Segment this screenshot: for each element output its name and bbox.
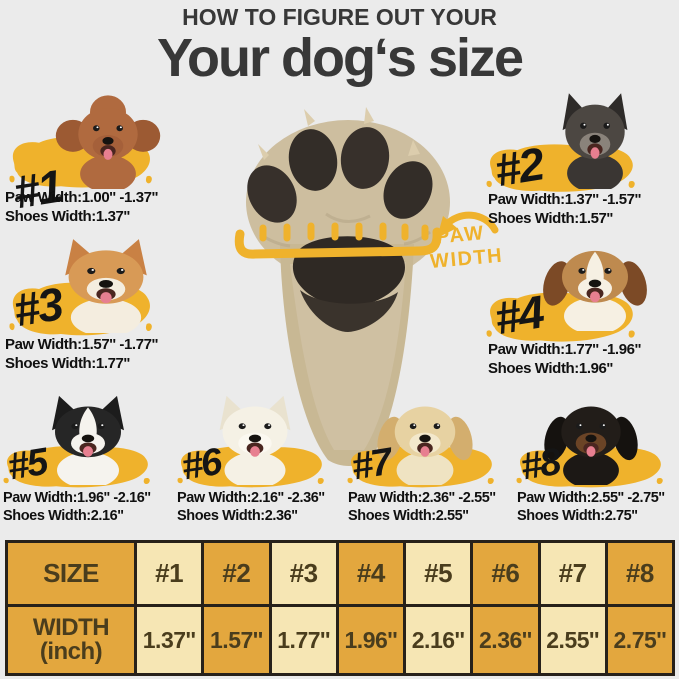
dog-photo-rottweiler	[537, 391, 645, 489]
table-width-5: 2.16''	[406, 607, 471, 673]
width-label-line2: (inch)	[39, 638, 103, 665]
size-spec: Paw Width:2.55'' -2.75'' Shoes Width:2.7…	[517, 489, 665, 525]
paw-width-text: Paw Width:1.00'' -1.37''	[5, 189, 158, 206]
table-width-7: 2.55''	[540, 607, 605, 673]
dog-photo-golden-retriever	[370, 391, 480, 489]
size-card-7: #7 Paw Width:2.36'' -2.55'' Shoes Width:…	[338, 388, 512, 532]
size-card-5: #5 Paw Width:1.96'' -2.16'' Shoes Width:…	[0, 388, 174, 532]
shoes-width-text: Shoes Width:1.96''	[488, 359, 613, 377]
size-card-8: #8 Paw Width:2.55'' -2.75'' Shoes Width:…	[505, 388, 679, 532]
dog-photo-beagle	[535, 235, 655, 335]
paw-width-text: Paw Width:2.36'' -2.55''	[348, 490, 496, 506]
ruler-ticks	[259, 222, 429, 242]
table-size-8: #8	[607, 543, 672, 604]
paw-width-text: Paw Width:1.77'' -1.96''	[488, 341, 641, 358]
dog-photo-shiba	[38, 234, 174, 337]
size-tag: #4	[491, 285, 546, 345]
size-card-3: #3 Paw Width:1.57'' -1.77'' Shoes Width:…	[2, 232, 230, 390]
shoes-width-text: Shoes Width:1.57''	[488, 209, 613, 227]
size-spec: Paw Width:1.77'' -1.96'' Shoes Width:1.9…	[488, 341, 641, 378]
table-size-2: #2	[204, 543, 269, 604]
size-tag: #6	[178, 441, 224, 489]
table-width-6: 2.36''	[473, 607, 538, 673]
table-width-3: 1.77''	[271, 607, 336, 673]
paw-width-text: Paw Width:1.57'' -1.77''	[5, 336, 158, 353]
shoes-width-text: Shoes Width:2.36''	[177, 508, 298, 524]
paw-width-arrow	[437, 211, 499, 238]
size-tag: #2	[491, 137, 546, 197]
table-width-2: 1.57''	[204, 607, 269, 673]
shoes-width-text: Shoes Width:2.75''	[517, 508, 638, 524]
paw-width-ruler	[234, 211, 499, 259]
size-card-4: #4 Paw Width:1.77'' -1.96'' Shoes Width:…	[455, 232, 679, 390]
dog-photo-schnauzer	[541, 88, 649, 193]
table-width-1: 1.37''	[137, 607, 202, 673]
shoes-width-text: Shoes Width:1.77''	[5, 354, 130, 372]
table-width-4: 1.96''	[338, 607, 403, 673]
dog-photo-toy-poodle	[54, 92, 162, 193]
table-size-7: #7	[540, 543, 605, 604]
paw-width-text: Paw Width:2.16'' -2.36''	[177, 490, 325, 506]
title-kicker: HOW TO FIGURE OUT YOUR	[182, 4, 497, 30]
size-spec: Paw Width:1.37'' -1.57'' Shoes Width:1.5…	[488, 191, 641, 228]
shoes-width-text: Shoes Width:1.37''	[5, 207, 130, 225]
size-spec: Paw Width:1.96'' -2.16'' Shoes Width:2.1…	[3, 489, 151, 525]
table-size-5: #5	[406, 543, 471, 604]
table-header-size: SIZE	[8, 543, 134, 604]
table-width-8: 2.75''	[607, 607, 672, 673]
table-size-1: #1	[137, 543, 202, 604]
size-spec: Paw Width:2.16'' -2.36'' Shoes Width:2.3…	[177, 489, 325, 525]
table-header-width: WIDTH (inch)	[8, 607, 134, 673]
page-title: Your dog‘s size	[156, 28, 524, 88]
shoes-width-text: Shoes Width:2.16''	[3, 508, 124, 524]
size-card-6: #6 Paw Width:2.16'' -2.36'' Shoes Width:…	[170, 388, 345, 532]
size-tag: #5	[4, 441, 50, 489]
dog-photo-border-collie	[28, 391, 148, 489]
table-size-4: #4	[338, 543, 403, 604]
paw-width-text: Paw Width:1.96'' -2.16''	[3, 490, 151, 506]
size-spec: Paw Width:1.00'' -1.37'' Shoes Width:1.3…	[5, 189, 158, 226]
size-tag: #7	[348, 441, 394, 489]
size-spec: Paw Width:2.36'' -2.55'' Shoes Width:2.5…	[348, 489, 496, 525]
size-table: SIZE #1 #2 #3 #4 #5 #6 #7 #8 WIDTH (inch…	[5, 540, 675, 676]
size-card-1: #1 Paw Width:1.00'' -1.37'' Shoes Width:…	[2, 90, 230, 230]
dog-photo-samoyed	[196, 391, 314, 489]
size-spec: Paw Width:1.57'' -1.77'' Shoes Width:1.7…	[5, 336, 158, 373]
table-size-6: #6	[473, 543, 538, 604]
size-tag: #8	[517, 441, 563, 489]
paw-width-text: Paw Width:2.55'' -2.75''	[517, 490, 665, 506]
shoes-width-text: Shoes Width:2.55''	[348, 508, 469, 524]
size-card-2: #2 Paw Width:1.37'' -1.57'' Shoes Width:…	[455, 88, 679, 230]
size-tag: #3	[10, 277, 65, 337]
width-label-line1: WIDTH	[32, 614, 110, 641]
paw-width-text: Paw Width:1.37'' -1.57''	[488, 191, 641, 208]
table-size-3: #3	[271, 543, 336, 604]
